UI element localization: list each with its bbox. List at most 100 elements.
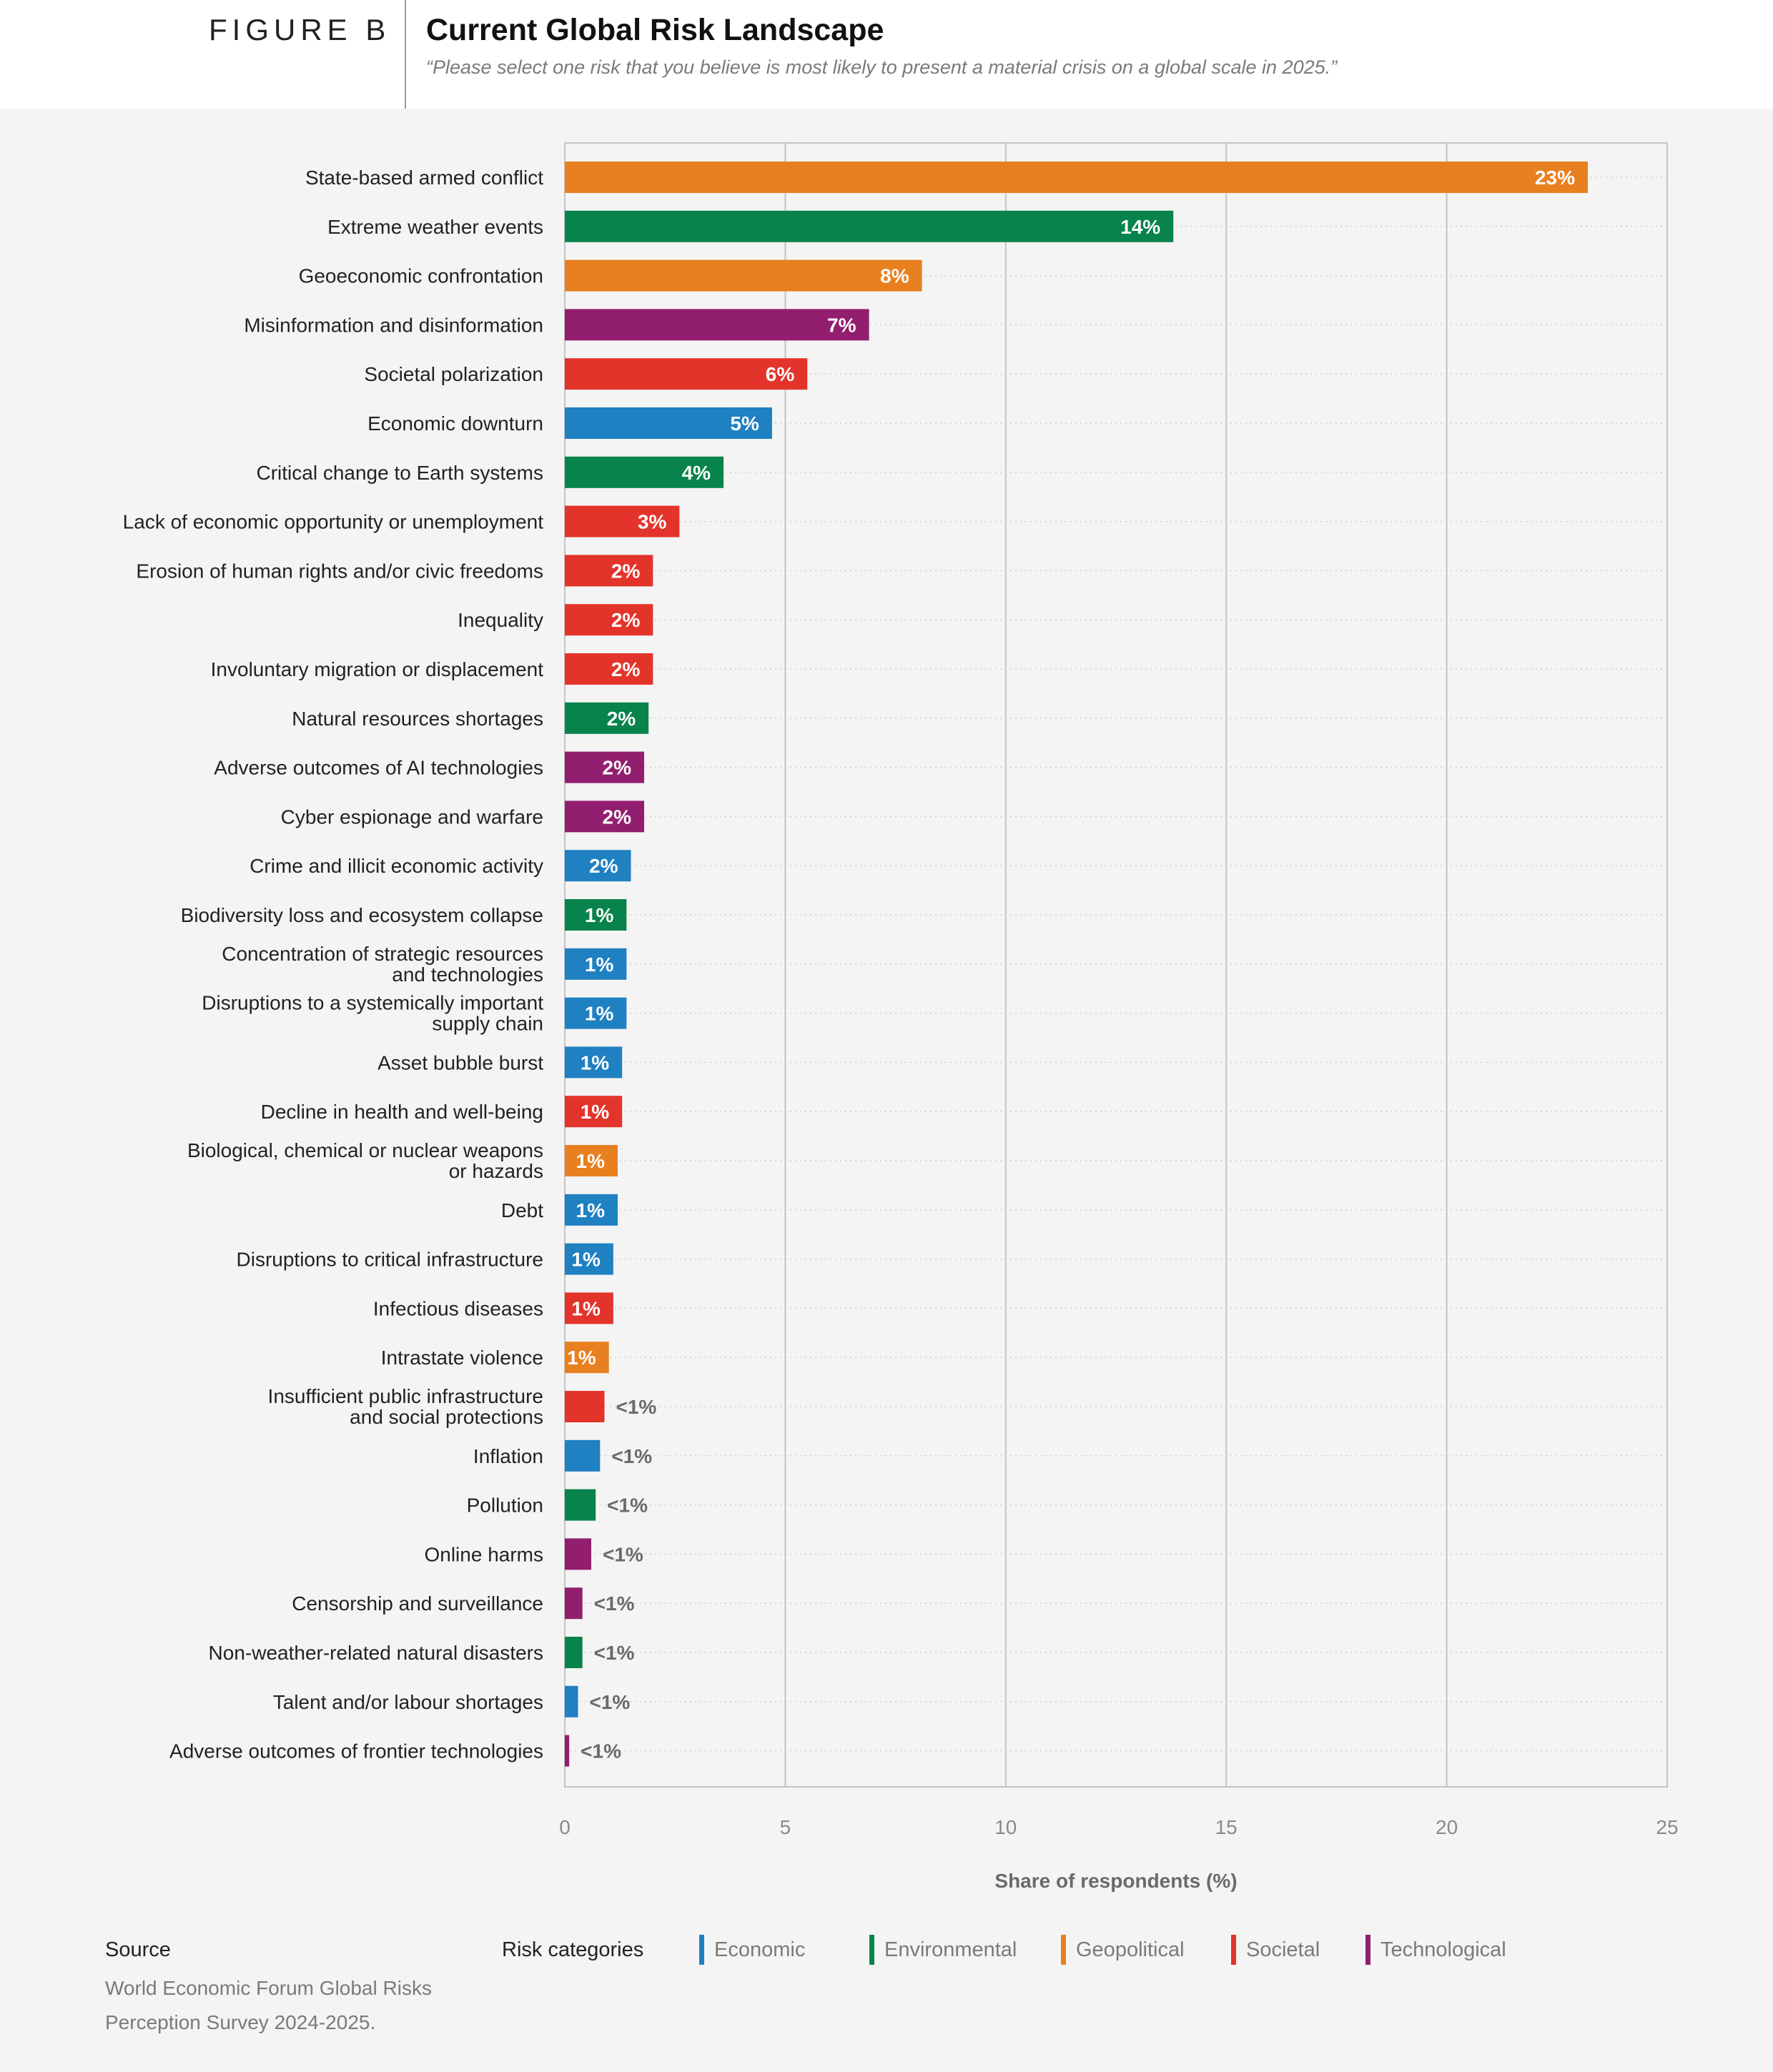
bar [565, 162, 1588, 193]
legend-label: Economic [714, 1938, 806, 1961]
bar [565, 702, 649, 734]
category-label: Biodiversity loss and ecosystem collapse [181, 904, 543, 926]
source-heading: Source [105, 1938, 171, 1961]
value-label: 23% [1535, 167, 1575, 189]
figure-label: FIGURE B [209, 13, 391, 46]
bar [565, 1145, 618, 1176]
category-label: Crime and illicit economic activity [250, 855, 543, 877]
legend-item: Economic [699, 1934, 805, 1966]
value-label: 2% [611, 658, 641, 680]
value-label: <1% [603, 1543, 643, 1565]
category-label: Intrastate violence [381, 1347, 543, 1369]
category-label: Inequality [458, 609, 543, 631]
category-label: Infectious diseases [373, 1297, 543, 1319]
legend-item: Environmental [869, 1934, 1017, 1966]
bar [565, 210, 1174, 242]
category-label: Concentration of strategic resources and … [222, 943, 543, 986]
category-label: Disruptions to critical infrastructure [237, 1249, 543, 1271]
value-label: 5% [730, 412, 759, 435]
value-label: 14% [1120, 216, 1160, 238]
x-tick-label: 25 [1656, 1816, 1678, 1838]
category-label: Lack of economic opportunity or unemploy… [123, 511, 544, 533]
category-label: Debt [501, 1199, 543, 1221]
bar [565, 407, 772, 439]
category-label: Misinformation and disinformation [244, 314, 543, 336]
x-tick-label: 20 [1436, 1816, 1458, 1838]
bar [565, 653, 653, 685]
bar [565, 1538, 592, 1570]
value-label: 1% [571, 1297, 601, 1319]
x-tick-label: 5 [780, 1816, 791, 1838]
bar [565, 751, 645, 783]
legend-item: Geopolitical [1061, 1934, 1185, 1966]
legend-label: Geopolitical [1076, 1938, 1185, 1961]
bar [565, 1243, 613, 1275]
bar [565, 1292, 613, 1324]
bar [565, 948, 627, 980]
bar-chart: 0 5 10 15 20 25 Share of respondents (%) State-… [123, 142, 1679, 1892]
x-tick-label: 10 [994, 1816, 1017, 1838]
legend-label: Environmental [884, 1938, 1017, 1961]
category-label: Pollution [467, 1494, 543, 1517]
bar [565, 1685, 578, 1717]
bar [565, 604, 653, 636]
value-label: 2% [607, 708, 636, 730]
value-label: <1% [594, 1642, 635, 1664]
value-label: 2% [603, 805, 632, 828]
bar [565, 1096, 623, 1128]
bar [565, 1735, 570, 1767]
value-label: 1% [567, 1347, 596, 1369]
category-label: Talent and/or labour shortages [273, 1691, 543, 1713]
value-label: 4% [682, 462, 711, 484]
value-label: <1% [616, 1396, 657, 1418]
category-label: Societal polarization [364, 363, 543, 385]
value-label: 1% [585, 1003, 614, 1025]
value-label: <1% [611, 1445, 652, 1467]
x-tick-label: 15 [1215, 1816, 1238, 1838]
value-label: 1% [585, 953, 614, 976]
value-label: 1% [576, 1150, 606, 1172]
legend-swatch [699, 1935, 704, 1965]
x-tick-label: 0 [559, 1816, 571, 1838]
value-label: 6% [766, 363, 795, 385]
category-label: Geoeconomic confrontation [299, 265, 543, 287]
bar [565, 850, 631, 882]
value-label: <1% [590, 1691, 631, 1713]
category-label: Disruptions to a systemically important s… [202, 992, 543, 1035]
bar [565, 259, 922, 292]
value-label: 1% [576, 1199, 606, 1221]
source-text: World Economic Forum Global Risks Percep… [105, 1977, 432, 2033]
legend-label: Societal [1246, 1938, 1320, 1961]
value-label: 2% [603, 757, 632, 779]
figure-header: FIGURE B Current Global Risk Landscape “… [0, 0, 1773, 109]
bar [565, 358, 808, 390]
value-label: <1% [607, 1494, 648, 1517]
value-label: 8% [880, 265, 909, 287]
value-label: <1% [581, 1740, 621, 1763]
legend-heading: Risk categories [502, 1938, 644, 1961]
bar [565, 505, 680, 537]
category-label: Asset bubble burst [377, 1051, 543, 1074]
category-label: Non-weather-related natural disasters [209, 1642, 543, 1664]
legend-swatch [1365, 1935, 1371, 1965]
x-axis-label: Share of respondents (%) [994, 1870, 1237, 1892]
legend-swatch [1061, 1935, 1066, 1965]
legend-swatch [1231, 1935, 1236, 1965]
value-label: 3% [638, 511, 667, 533]
value-label: 1% [571, 1249, 601, 1271]
value-label: 7% [827, 314, 856, 336]
category-label: Inflation [473, 1445, 543, 1467]
category-label: Adverse outcomes of AI technologies [214, 757, 543, 779]
value-label: 1% [585, 904, 614, 926]
category-label: Adverse outcomes of frontier technologie… [169, 1740, 543, 1763]
category-label: Censorship and surveillance [292, 1592, 543, 1615]
category-label: Economic downturn [367, 412, 543, 435]
chart-subtitle: “Please select one risk that you believe… [426, 56, 1338, 78]
category-label: Erosion of human rights and/or civic fre… [136, 560, 543, 582]
value-label: 2% [611, 609, 641, 631]
bar [565, 456, 724, 488]
category-label: State-based armed conflict [305, 167, 543, 189]
bar [565, 1194, 618, 1226]
category-label: Involuntary migration or displacement [211, 658, 544, 680]
legend-swatch [869, 1935, 874, 1965]
